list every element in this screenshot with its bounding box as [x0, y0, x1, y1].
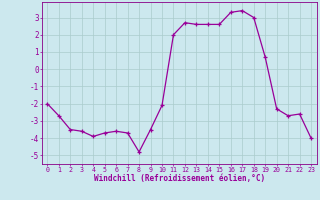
X-axis label: Windchill (Refroidissement éolien,°C): Windchill (Refroidissement éolien,°C)	[94, 174, 265, 183]
